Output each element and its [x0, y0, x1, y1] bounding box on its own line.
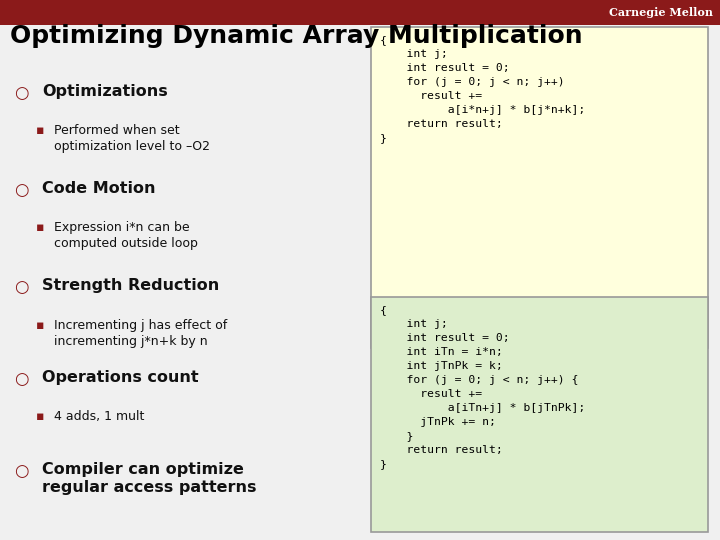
Text: ○: ○: [14, 462, 29, 480]
Text: {
    int j;
    int result = 0;
    for (j = 0; j < n; j++)
      result +=
   : { int j; int result = 0; for (j = 0; j <…: [379, 35, 585, 143]
Text: Operations count: Operations count: [42, 370, 199, 385]
Text: ▪: ▪: [36, 410, 45, 423]
Text: ○: ○: [14, 370, 29, 388]
Text: ○: ○: [14, 84, 29, 102]
Text: Strength Reduction: Strength Reduction: [42, 278, 219, 293]
Text: {
    int j;
    int result = 0;
    int iTn = i*n;
    int jTnPk = k;
    for (: { int j; int result = 0; int iTn = i*n; …: [379, 305, 585, 469]
Bar: [0, 0, 720, 25]
Text: Optimizing Dynamic Array Multiplication: Optimizing Dynamic Array Multiplication: [10, 24, 582, 48]
Text: ○: ○: [14, 278, 29, 296]
Text: ▪: ▪: [36, 319, 45, 332]
FancyBboxPatch shape: [371, 27, 708, 348]
Text: 4 adds, 1 mult: 4 adds, 1 mult: [54, 410, 145, 423]
Text: Expression i*n can be
computed outside loop: Expression i*n can be computed outside l…: [54, 221, 198, 251]
Text: ○: ○: [14, 181, 29, 199]
Text: Incrementing j has effect of
incrementing j*n+k by n: Incrementing j has effect of incrementin…: [54, 319, 228, 348]
Text: Optimizations: Optimizations: [42, 84, 168, 99]
Text: ▪: ▪: [36, 124, 45, 137]
Text: Code Motion: Code Motion: [42, 181, 156, 196]
Text: ▪: ▪: [36, 221, 45, 234]
FancyBboxPatch shape: [371, 297, 708, 532]
Text: Carnegie Mellon: Carnegie Mellon: [609, 7, 713, 18]
Text: Compiler can optimize
regular access patterns: Compiler can optimize regular access pat…: [42, 462, 256, 495]
Text: Performed when set
optimization level to –O2: Performed when set optimization level to…: [54, 124, 210, 153]
